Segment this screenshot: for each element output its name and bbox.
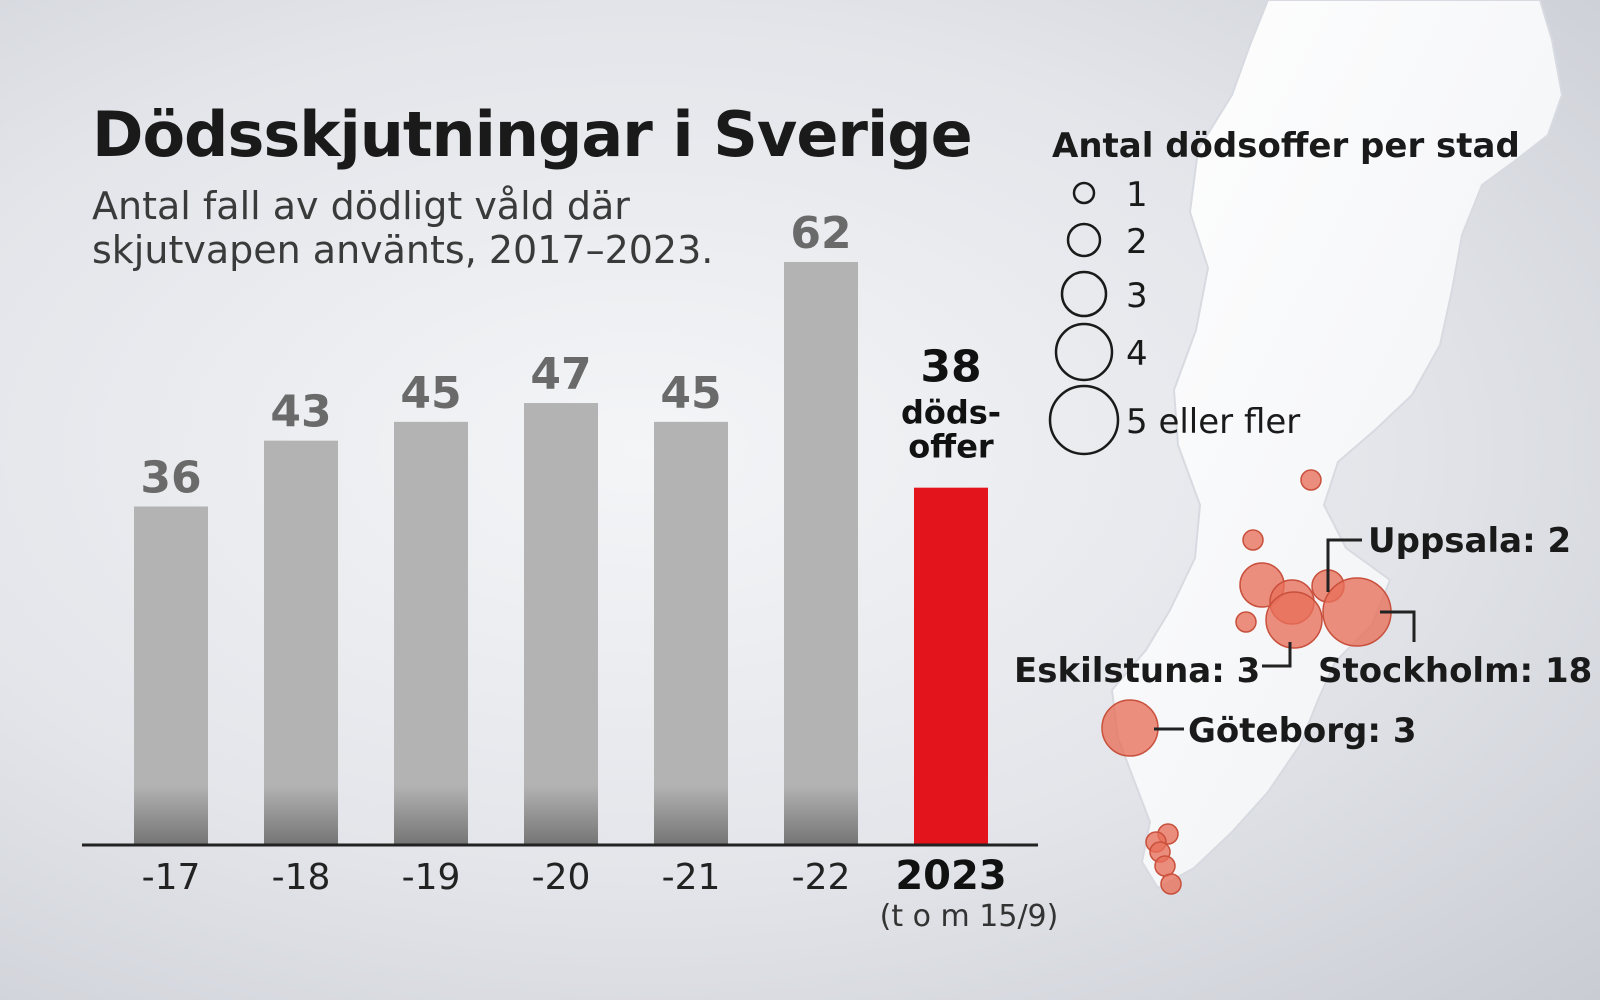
bar-value-label: 38	[920, 342, 981, 393]
x-tick-label: -19	[402, 857, 461, 898]
x-tick-label: -17	[142, 857, 201, 898]
bar-value-label: 47	[530, 349, 591, 400]
bar-value-label: 62	[790, 208, 851, 259]
bar-series	[134, 262, 988, 845]
map-dot	[1242, 529, 1264, 551]
bar--19	[394, 421, 468, 845]
map-dot	[1265, 591, 1323, 649]
bar-note-line: döds-	[901, 394, 1001, 432]
subtitle-line: skjutvapen använts, 2017–2023.	[92, 228, 714, 272]
bar--22	[784, 262, 858, 845]
map-legend	[1048, 181, 1120, 456]
legend-label-3: 3	[1126, 276, 1148, 316]
bar-value-label: 36	[140, 452, 201, 503]
city-callout-eskilstuna: Eskilstuna: 3	[1014, 642, 1292, 691]
city-label-uppsala: Uppsala: 2	[1368, 521, 1571, 561]
city-label-eskilstuna: Eskilstuna: 3	[1014, 651, 1260, 691]
map-dot	[1300, 469, 1322, 491]
legend-title: Antal dödsoffer per stad	[1052, 126, 1520, 166]
map-dot	[1101, 699, 1159, 757]
legend-circle-2	[1066, 222, 1102, 258]
legend-circle-3	[1060, 270, 1108, 318]
x-tick-label: -18	[272, 857, 331, 898]
map-dots	[1101, 469, 1392, 895]
map-dot	[1154, 855, 1176, 877]
bar--21	[654, 421, 728, 845]
chart-subtitle: Antal fall av dödligt våld där skjutvape…	[92, 184, 792, 272]
bar-note-line: offer	[908, 428, 994, 466]
bar--18	[264, 440, 338, 845]
bar-value-label: 45	[660, 368, 721, 419]
sweden-map-shape	[1110, 0, 1564, 890]
city-label-goteborg: Göteborg: 3	[1188, 711, 1416, 751]
bar-shadow	[264, 785, 338, 845]
map-dot	[1235, 611, 1257, 633]
bar-shadow	[654, 785, 728, 845]
city-callout-stockholm: Stockholm: 18	[1318, 610, 1592, 691]
legend-circle-1	[1072, 181, 1096, 205]
legend-circle-4	[1054, 322, 1114, 382]
bar-shadow	[524, 785, 598, 845]
bar-value-label: 45	[400, 368, 461, 419]
legend-label-4: 4	[1126, 334, 1148, 374]
x-axis-ticks: -17 -18 -19 -20 -21 -22 2023(t o m 15/9)	[142, 853, 1059, 934]
legend-label-5: 5 eller fler	[1126, 402, 1300, 442]
bar-value-label: 43	[270, 387, 331, 438]
city-callout-uppsala: Uppsala: 2	[1326, 521, 1571, 592]
legend-label-1: 1	[1126, 175, 1148, 215]
bar--20	[524, 403, 598, 845]
bar-shadow	[134, 785, 208, 845]
subtitle-line: Antal fall av dödligt våld där	[92, 184, 630, 228]
city-label-stockholm: Stockholm: 18	[1318, 651, 1592, 691]
city-callout-goteborg: Göteborg: 3	[1154, 711, 1416, 751]
x-tick-label: -21	[662, 857, 721, 898]
x-tick-label: 2023	[895, 853, 1006, 899]
x-tick-note: (t o m 15/9)	[880, 899, 1059, 934]
bar-shadow	[394, 785, 468, 845]
legend-circle-5	[1048, 384, 1120, 456]
map-dot	[1160, 873, 1182, 895]
bar-2023	[914, 487, 988, 845]
legend-label-2: 2	[1126, 222, 1148, 262]
chart-title: Dödsskjutningar i Sverige	[92, 98, 973, 171]
x-tick-label: -22	[792, 857, 851, 898]
bar-shadow	[784, 785, 858, 845]
x-tick-label: -20	[532, 857, 591, 898]
